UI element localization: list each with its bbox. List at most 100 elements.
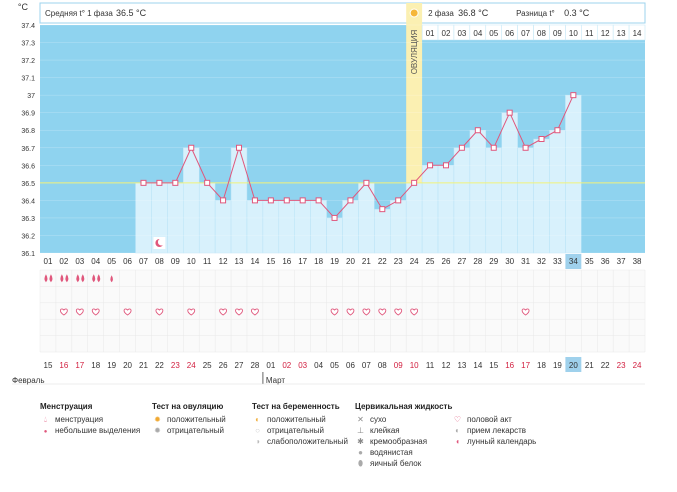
temperature-point: [442, 162, 449, 169]
legend-item: ⊥ клейкая: [355, 425, 452, 436]
calendar-date-label: 19: [107, 361, 116, 370]
temperature-point: [299, 197, 306, 204]
calendar-date-label: 14: [473, 361, 482, 370]
cycle-day-label: 14: [250, 257, 259, 266]
pill-icon: ◐: [455, 426, 460, 435]
calendar-date-label: 16: [505, 361, 514, 370]
post-ovulation-day-label: 02: [442, 29, 451, 38]
temperature-point: [283, 197, 290, 204]
calendar-date-label: 11: [426, 361, 435, 370]
calendar-date-label: 01: [266, 361, 275, 370]
legend-ovulation-test: Тест на овуляцию ✹ положительный ✹ отрицат…: [152, 402, 226, 436]
temperature-point: [331, 214, 338, 221]
calendar-date-label: 24: [187, 361, 196, 370]
y-tick-label: 36.6: [21, 163, 35, 170]
cycle-day-label: 24: [410, 257, 419, 266]
y-tick-label: 36.3: [21, 216, 35, 223]
calendar-date-label: 25: [203, 361, 212, 370]
calendar-date-label: 03: [298, 361, 307, 370]
temperature-point: [490, 144, 497, 151]
temperature-point: [236, 144, 243, 151]
temperature-bar: [246, 200, 264, 254]
temperature-bar: [294, 200, 311, 254]
y-axis-unit: °C: [18, 2, 29, 12]
calendar-date-label: 04: [314, 361, 323, 370]
temperature-point: [458, 144, 465, 151]
calendar-date-label: 12: [442, 361, 451, 370]
temperature-point: [554, 127, 561, 134]
post-ovulation-day-label: 07: [521, 29, 530, 38]
calendar-date-label: 21: [585, 361, 594, 370]
calendar-date-label: 26: [219, 361, 228, 370]
cycle-day-label: 07: [139, 257, 148, 266]
temperature-bar: [214, 200, 232, 254]
calendar-date-label: 16: [59, 361, 68, 370]
heart-icon: [235, 308, 243, 316]
calendar-date-label: 23: [617, 361, 626, 370]
calendar-date-label: 20: [123, 361, 132, 370]
cycle-day-label: 23: [394, 257, 403, 266]
calendar-date-label: 22: [155, 361, 164, 370]
temperature-point: [347, 197, 354, 204]
light-spotting-icon: [110, 275, 113, 283]
legend-other: ♡ половой акт ◐ прием лекарств ◖ лунный кал…: [452, 414, 536, 447]
legend-title: Цервикальная жидкость: [355, 402, 453, 411]
cycle-day-label: 30: [505, 257, 514, 266]
half-circle-icon: ◑: [255, 437, 260, 446]
phase2-avg-label: 2 фаза: [428, 9, 454, 18]
cycle-day-label: 16: [282, 257, 291, 266]
post-ovulation-day-label: 03: [457, 29, 466, 38]
calendar-date-label: 06: [346, 361, 355, 370]
heart-icon: [410, 308, 419, 316]
phase1-avg-label: Средняя t° 1 фаза: [45, 9, 113, 18]
cycle-day-label: 26: [442, 257, 451, 266]
y-tick-label: 37.4: [21, 23, 35, 30]
calendar-date-label: 28: [250, 361, 259, 370]
chart-header: [39, 2, 646, 24]
heart-icon: [378, 308, 387, 316]
menstruation-drop-icon: [76, 274, 80, 283]
month-label: Март: [266, 376, 285, 385]
legend-item: ◐ положительный: [252, 414, 348, 425]
temperature-point: [220, 197, 227, 204]
heart-icon: [187, 308, 196, 316]
ovulation-label: ОВУЛЯЦИЯ: [410, 29, 419, 74]
cycle-day-label: 29: [489, 257, 498, 266]
legend-item: ○ отрицательный: [252, 425, 348, 436]
y-tick-label: 36.9: [21, 111, 35, 118]
cycle-day-label: 08: [155, 257, 164, 266]
temperature-bar: [469, 129, 487, 254]
calendar-date-label: 21: [139, 361, 148, 370]
temperature-bar: [421, 165, 439, 254]
phase1-avg-value: 36.5 °C: [116, 8, 147, 18]
ovulation-sun-icon: [409, 8, 419, 18]
temperature-point: [427, 162, 434, 169]
cycle-day-label: 18: [314, 257, 323, 266]
menstruation-drop-icon: [65, 274, 69, 283]
phase2-avg-value: 36.8 °C: [458, 8, 489, 18]
y-tick-label: 37.2: [21, 58, 35, 65]
post-ovulation-day-label: 11: [585, 29, 594, 38]
temperature-bar: [549, 129, 566, 254]
cycle-day-label: 36: [601, 257, 610, 266]
temperature-point: [395, 197, 402, 204]
heart-icon: [75, 308, 84, 316]
month-label: Февраль: [12, 376, 45, 385]
temperature-bar: [310, 200, 327, 254]
egg-icon: ⬮: [357, 459, 364, 468]
heart-icon: [394, 308, 403, 316]
y-tick-label: 36.1: [21, 251, 35, 258]
legend-item: ◖ лунный календарь: [452, 436, 536, 447]
cycle-day-label: 22: [378, 257, 387, 266]
cycle-day-label: 32: [537, 257, 546, 266]
calendar-date-label: 09: [394, 361, 403, 370]
post-ovulation-day-cell: [628, 24, 646, 41]
legend-item: ● небольшие выделения: [40, 425, 141, 436]
cycle-day-label: 21: [362, 257, 371, 266]
temperature-point: [522, 144, 529, 151]
menstruation-drop-icon: [49, 274, 53, 283]
cycle-day-label: 38: [633, 257, 642, 266]
legend-item: ✕ сухо: [355, 414, 452, 425]
cycle-day-label: 34: [569, 257, 578, 266]
heart-icon: [521, 308, 530, 316]
